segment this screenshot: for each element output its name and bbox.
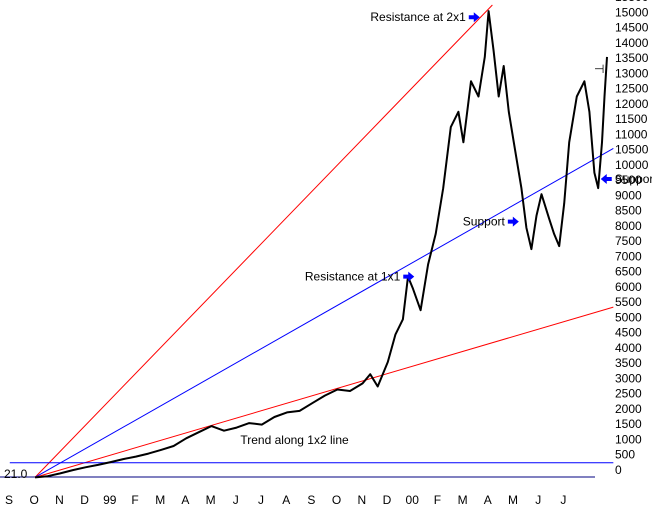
- y-tick-label: 5000: [615, 310, 642, 324]
- y-tick-label: 12500: [615, 82, 649, 96]
- annotation: Support: [600, 172, 652, 186]
- y-tick-label: 3500: [615, 356, 642, 370]
- x-tick-label: A: [181, 493, 189, 507]
- current-price-marker-icon: ⊣: [594, 62, 604, 76]
- x-tick-label: M: [206, 493, 216, 507]
- y-tick-label: 11000: [615, 127, 648, 141]
- price-series-line: [34, 10, 608, 479]
- y-tick-label: 15500: [615, 0, 649, 4]
- annotation-label: Support: [615, 172, 652, 186]
- y-tick-label: 7000: [615, 249, 642, 263]
- x-tick-label: S: [5, 493, 13, 507]
- y-tick-label: 0: [615, 463, 622, 477]
- x-tick-label: A: [282, 493, 290, 507]
- y-tick-label: 6500: [615, 265, 642, 279]
- x-tick-label: J: [233, 493, 239, 507]
- y-tick-label: 12000: [615, 97, 649, 111]
- y-tick-label: 2500: [615, 387, 642, 401]
- x-tick-label: 99: [103, 493, 117, 507]
- y-tick-label: 10000: [615, 158, 649, 172]
- y-tick-label: 14500: [615, 21, 649, 35]
- x-tick-label: D: [383, 493, 392, 507]
- y-tick-label: 1000: [615, 433, 642, 447]
- annotation-label: Resistance at 1x1: [305, 270, 401, 284]
- annotations: Resistance at 2x1 Resistance at 1x1 Suppor…: [240, 10, 652, 447]
- x-tick-label: M: [458, 493, 468, 507]
- x-tick-label: N: [55, 493, 64, 507]
- x-tick-label: J: [560, 493, 566, 507]
- x-tick-label: M: [508, 493, 518, 507]
- annotation: Trend along 1x2 line: [240, 433, 349, 447]
- y-tick-label: 15000: [615, 5, 649, 19]
- x-tick-label: D: [80, 493, 89, 507]
- y-tick-label: 9000: [615, 188, 642, 202]
- x-tick-label: N: [357, 493, 366, 507]
- y-tick-label: 500: [615, 448, 635, 462]
- left-arrow-icon: [600, 173, 612, 184]
- y-tick-label: 8500: [615, 204, 642, 218]
- x-tick-label: 00: [406, 493, 420, 507]
- right-arrow-icon: [468, 12, 480, 23]
- y-tick-label: 4000: [615, 341, 642, 355]
- right-arrow-icon: [403, 271, 415, 282]
- y-tick-label: 6000: [615, 280, 642, 294]
- gann-line-2: [34, 306, 614, 478]
- y-tick-label: 8000: [615, 219, 642, 233]
- y-tick-label: 13000: [615, 66, 649, 80]
- x-tick-label: O: [30, 493, 39, 507]
- x-tick-label: F: [131, 493, 138, 507]
- annotation: Resistance at 2x1: [370, 10, 480, 24]
- annotation-label: Support: [463, 215, 506, 229]
- y-tick-label: 11500: [615, 112, 648, 126]
- gann-line-1: [34, 147, 614, 478]
- y-tick-label: 5500: [615, 295, 642, 309]
- y-tick-label: 9500: [615, 173, 642, 187]
- x-tick-label: F: [434, 493, 441, 507]
- x-tick-label: M: [155, 493, 165, 507]
- y-tick-label: 7500: [615, 234, 642, 248]
- y-tick-label: 13500: [615, 51, 649, 65]
- right-arrow-icon: [507, 216, 519, 227]
- gann-lines: [9, 4, 614, 478]
- annotation-label: Trend along 1x2 line: [240, 433, 349, 447]
- x-tick-label: A: [484, 493, 492, 507]
- x-tick-label: J: [258, 493, 264, 507]
- annotation: Support: [463, 215, 519, 229]
- x-tick-label: S: [307, 493, 315, 507]
- start-value-label: 21.0: [4, 467, 28, 481]
- y-tick-label: 2000: [615, 402, 642, 416]
- annotation: Resistance at 1x1: [305, 270, 415, 284]
- x-axis-ticks: S O N D 99 F M A M J J A S O N D 00 F M A M J J: [5, 493, 566, 507]
- annotation-label: Resistance at 2x1: [370, 10, 466, 24]
- y-tick-label: 4500: [615, 326, 642, 340]
- y-tick-label: 14000: [615, 36, 649, 50]
- x-tick-label: J: [535, 493, 541, 507]
- x-tick-label: O: [332, 493, 341, 507]
- y-tick-label: 1500: [615, 417, 642, 431]
- y-tick-label: 10500: [615, 143, 649, 157]
- y-tick-label: 3000: [615, 372, 642, 386]
- gann-line-0: [34, 4, 493, 478]
